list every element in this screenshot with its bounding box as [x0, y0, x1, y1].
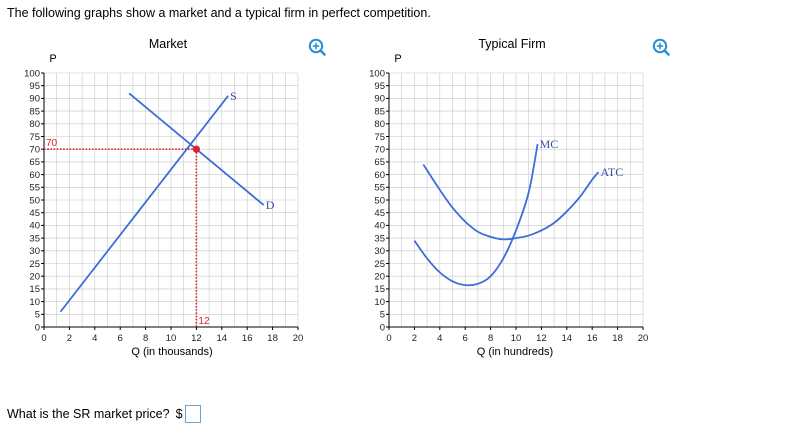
x-tick-label: 8: [143, 333, 148, 344]
x-tick-label: 18: [267, 333, 278, 344]
equilibrium-quantity-label: 12: [198, 316, 210, 327]
y-tick-label: 35: [374, 233, 385, 244]
curve-label-s: S: [230, 89, 237, 103]
y-tick-label: 10: [374, 297, 385, 308]
y-tick-label: 95: [29, 81, 40, 92]
x-tick-label: 10: [166, 333, 177, 344]
y-tick-label: 40: [374, 221, 385, 232]
y-tick-label: 25: [374, 259, 385, 270]
y-tick-label: 55: [29, 183, 40, 194]
y-tick-label: 65: [374, 157, 385, 168]
y-tick-label: 50: [29, 195, 40, 206]
x-tick-label: 0: [386, 333, 391, 344]
y-axis-label: P: [49, 53, 56, 65]
y-tick-label: 60: [29, 170, 40, 181]
y-tick-label: 80: [374, 119, 385, 130]
chart-title: Market: [149, 37, 188, 51]
y-tick-label: 20: [374, 272, 385, 283]
x-tick-label: 14: [217, 333, 228, 344]
x-tick-label: 20: [638, 333, 649, 344]
question-text: What is the SR market price?: [7, 407, 170, 421]
currency-symbol: $: [175, 407, 183, 421]
curve-label-mc: MC: [540, 137, 559, 151]
zoom-in-icon[interactable]: [652, 38, 670, 56]
y-tick-label: 55: [374, 183, 385, 194]
x-tick-label: 6: [463, 333, 468, 344]
y-tick-label: 40: [29, 221, 40, 232]
y-tick-label: 100: [369, 68, 385, 79]
y-tick-label: 85: [29, 106, 40, 117]
y-tick-label: 25: [29, 259, 40, 270]
y-tick-label: 90: [374, 94, 385, 105]
x-tick-label: 4: [437, 333, 442, 344]
y-tick-label: 80: [29, 119, 40, 130]
y-tick-label: 70: [374, 145, 385, 156]
x-tick-label: 6: [118, 333, 123, 344]
y-tick-label: 30: [374, 246, 385, 257]
question-row: What is the SR market price? $: [7, 405, 201, 423]
y-tick-label: 85: [374, 106, 385, 117]
curve-label-atc: ATC: [601, 165, 624, 179]
zoom-in-icon[interactable]: [308, 38, 326, 56]
curve-s: [59, 95, 229, 313]
y-tick-label: 15: [29, 284, 40, 295]
equilibrium-point[interactable]: [192, 145, 200, 153]
x-tick-label: 18: [612, 333, 623, 344]
curve-label-d: D: [266, 198, 275, 212]
curve-mc: [413, 143, 539, 287]
y-tick-label: 5: [35, 310, 40, 321]
y-tick-label: 45: [374, 208, 385, 219]
y-tick-label: 30: [29, 246, 40, 257]
y-tick-label: 45: [29, 208, 40, 219]
x-tick-label: 8: [488, 333, 493, 344]
x-tick-label: 16: [587, 333, 598, 344]
y-tick-label: 60: [374, 170, 385, 181]
x-tick-label: 2: [67, 333, 72, 344]
x-tick-label: 16: [242, 333, 253, 344]
x-tick-label: 2: [412, 333, 417, 344]
x-axis-label: Q (in hundreds): [477, 346, 553, 358]
y-tick-label: 70: [29, 145, 40, 156]
x-tick-label: 4: [92, 333, 97, 344]
market-chart[interactable]: 0510152025303540455055606570758085909510…: [24, 37, 326, 358]
x-tick-label: 12: [191, 333, 202, 344]
y-tick-label: 75: [29, 132, 40, 143]
instruction-text: The following graphs show a market and a…: [7, 6, 431, 20]
y-tick-label: 75: [374, 132, 385, 143]
answer-input[interactable]: [184, 405, 201, 423]
x-axis-label: Q (in thousands): [131, 346, 212, 358]
x-tick-label: 14: [562, 333, 573, 344]
y-axis-label: P: [394, 53, 401, 65]
y-tick-label: 65: [29, 157, 40, 168]
y-tick-label: 20: [29, 272, 40, 283]
curve-atc: [422, 163, 600, 241]
y-tick-label: 5: [380, 310, 385, 321]
x-tick-label: 0: [41, 333, 46, 344]
y-tick-label: 100: [24, 68, 40, 79]
y-tick-label: 15: [374, 284, 385, 295]
x-tick-label: 12: [536, 333, 547, 344]
x-tick-label: 10: [511, 333, 522, 344]
y-tick-label: 35: [29, 233, 40, 244]
y-tick-label: 0: [35, 322, 40, 333]
y-tick-label: 50: [374, 195, 385, 206]
chart-title: Typical Firm: [478, 37, 545, 51]
y-tick-label: 0: [380, 322, 385, 333]
y-tick-label: 90: [29, 94, 40, 105]
x-tick-label: 20: [293, 333, 304, 344]
y-tick-label: 95: [374, 81, 385, 92]
y-tick-label: 10: [29, 297, 40, 308]
typical-firm-chart[interactable]: 0510152025303540455055606570758085909510…: [369, 37, 670, 358]
equilibrium-price-label: 70: [46, 138, 58, 149]
